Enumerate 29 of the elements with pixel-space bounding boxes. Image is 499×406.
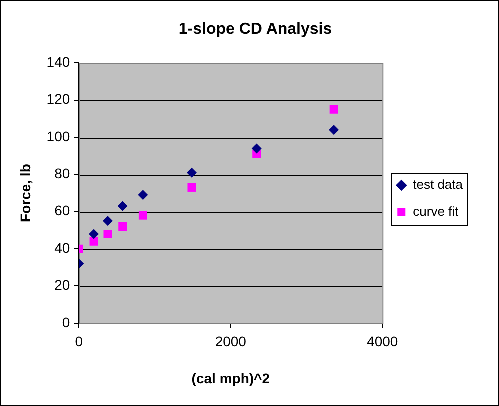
legend-label: curve fit — [413, 204, 460, 220]
point — [188, 183, 196, 192]
x-axis-title: (cal mph)^2 — [192, 370, 270, 386]
point — [186, 168, 197, 178]
x-tick-label: 2000 — [215, 334, 247, 350]
point — [329, 125, 340, 136]
point — [138, 211, 148, 220]
x-tick-label: 4000 — [367, 334, 398, 350]
point — [102, 216, 113, 226]
point — [118, 201, 128, 212]
point — [90, 237, 98, 246]
point — [330, 105, 338, 114]
y-tick-label: 100 — [46, 128, 70, 144]
point — [104, 230, 112, 238]
y-tick-label: 80 — [54, 166, 70, 182]
x-tick-label: 0 — [75, 334, 84, 350]
y-axis-title: Force, lb — [17, 164, 34, 222]
legend-label: test data — [413, 177, 464, 192]
y-tick-label: 0 — [62, 314, 70, 330]
y-tick-label: 40 — [54, 240, 70, 256]
y-tick-label: 20 — [54, 277, 70, 294]
point — [138, 190, 148, 200]
point — [252, 144, 262, 154]
point — [118, 222, 128, 231]
y-tick-label: 140 — [46, 54, 70, 70]
point — [89, 229, 100, 240]
y-tick-label: 60 — [54, 202, 70, 219]
chart-title: 1-slope CD Analysis — [178, 21, 332, 38]
y-tick-label: 120 — [46, 91, 70, 108]
